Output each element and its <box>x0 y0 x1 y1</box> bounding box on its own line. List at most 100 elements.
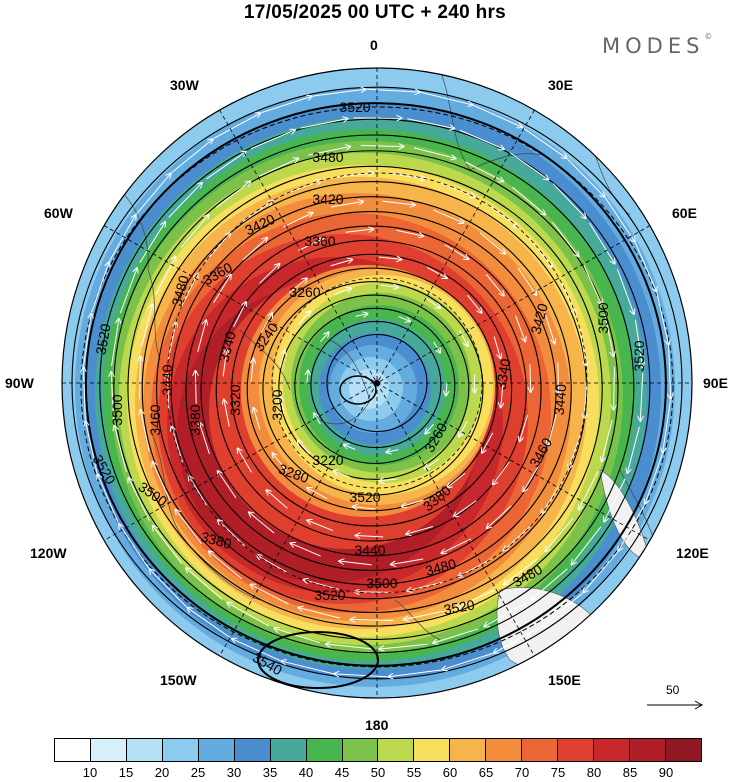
streamline-arrow <box>282 213 312 228</box>
reference-vector-arrow <box>647 700 704 710</box>
streamline-arrow <box>380 285 398 287</box>
height-contour <box>278 294 470 480</box>
streamline-arrow <box>172 426 184 463</box>
streamline-arrow <box>300 119 348 129</box>
streamline-arrow <box>604 314 614 356</box>
streamline-arrow <box>251 359 253 382</box>
colorbar-segment <box>55 739 91 761</box>
streamline-arrow <box>285 181 321 195</box>
streamline-arrow <box>522 127 566 158</box>
map-title: 17/05/2025 00 UTC + 240 hrs <box>243 2 507 23</box>
streamline-arrow <box>224 400 230 427</box>
colorbar <box>54 738 702 762</box>
streamline-arrow <box>298 311 310 325</box>
streamline-arrow <box>227 603 270 627</box>
colorbar-label: 80 <box>586 765 602 780</box>
streamline-arrow <box>447 472 466 487</box>
streamline-arrow <box>504 558 539 584</box>
streamline-arrow <box>398 315 411 321</box>
colorbar-label: 55 <box>406 765 422 780</box>
contour-label: 3440 <box>159 364 175 395</box>
colorbar-segment <box>306 739 343 761</box>
contour-label: 3260 <box>289 284 320 300</box>
contour-label: 3500 <box>595 302 611 333</box>
lon-label-60e: 60E <box>672 205 697 221</box>
lon-label-60w: 60W <box>44 205 73 221</box>
streamline-arrow <box>583 265 602 304</box>
lon-label-120e: 120E <box>676 545 709 561</box>
colorbar-segment <box>665 739 701 761</box>
streamline-arrow <box>388 669 441 677</box>
streamline-arrow <box>334 288 352 296</box>
colorbar-segment <box>162 739 199 761</box>
streamline-arrow <box>176 510 202 545</box>
colorbar-segment <box>342 739 379 761</box>
contour-label: 3220 <box>312 452 343 468</box>
streamline-arrow <box>504 524 532 550</box>
streamline-arrow <box>353 507 376 509</box>
streamline-arrow <box>168 183 202 218</box>
streamline-arrow <box>366 88 420 92</box>
streamline-arrow <box>402 499 424 506</box>
streamline-arrow <box>119 524 149 569</box>
streamline-arrow <box>218 520 246 547</box>
lon-label-150e: 150E <box>548 672 581 688</box>
streamline-arrow <box>91 262 109 313</box>
streamline-arrow <box>634 319 642 367</box>
height-contour <box>215 239 527 542</box>
streamline-arrow <box>153 526 183 565</box>
streamline-arrow <box>512 186 545 214</box>
streamline-arrow <box>167 374 169 412</box>
wind-speed-band <box>349 369 389 409</box>
colorbar-label: 20 <box>154 765 170 780</box>
colorbar-segment <box>234 739 271 761</box>
contour-label: 3440 <box>354 542 385 558</box>
streamline-arrow <box>396 229 423 236</box>
colorbar-label: 25 <box>190 765 206 780</box>
streamline-arrow <box>517 267 536 295</box>
contour-label: 3420 <box>527 301 551 335</box>
streamline-arrow <box>459 420 468 437</box>
map-border <box>61 67 693 699</box>
colorbar-segment <box>486 739 523 761</box>
contour-label: 3440 <box>551 383 570 416</box>
brand-logo: MODES© <box>602 32 712 58</box>
colorbar-segment <box>414 739 451 761</box>
streamline-arrow <box>541 481 563 514</box>
streamline-arrow <box>520 414 529 441</box>
streamline-arrow <box>493 336 500 358</box>
streamline-arrow <box>98 474 119 524</box>
contour-label: 3500 <box>109 394 125 425</box>
streamline-arrow <box>487 204 518 228</box>
streamline-arrow <box>407 118 454 129</box>
contour-labels: 3520348034203420336033603260324032003220… <box>90 99 647 678</box>
streamline-arrow <box>288 278 307 294</box>
height-contour <box>262 281 484 496</box>
colorbar-label: 70 <box>514 765 530 780</box>
streamline-arrow <box>548 414 557 446</box>
streamline-arrow <box>140 356 141 400</box>
colorbar-label: 75 <box>550 765 566 780</box>
streamline-arrow <box>558 362 559 395</box>
streamline-arrow <box>656 292 669 345</box>
streamline-arrow <box>180 274 198 308</box>
streamline-arrow <box>567 158 605 197</box>
streamline-arrow <box>215 182 250 208</box>
pole-marker <box>374 380 380 386</box>
brand-name: MODES <box>602 34 705 58</box>
streamline-arrow <box>391 558 424 564</box>
streamline-arrow <box>260 313 272 334</box>
streamline-arrow <box>382 200 414 205</box>
streamline-arrow <box>111 319 119 367</box>
streamline-arrow <box>604 478 626 522</box>
streamline-arrow <box>487 505 512 528</box>
streamline-arrow <box>446 382 447 396</box>
lon-label-120w: 120W <box>30 545 67 561</box>
streamline-arrow <box>501 384 503 408</box>
streamline-arrow <box>280 397 285 415</box>
streamline-arrow <box>241 201 272 224</box>
streamline-arrow <box>299 608 341 619</box>
streamline-arrow <box>171 139 213 173</box>
streamline-arrow <box>259 158 298 177</box>
streamline-arrow <box>298 441 310 455</box>
